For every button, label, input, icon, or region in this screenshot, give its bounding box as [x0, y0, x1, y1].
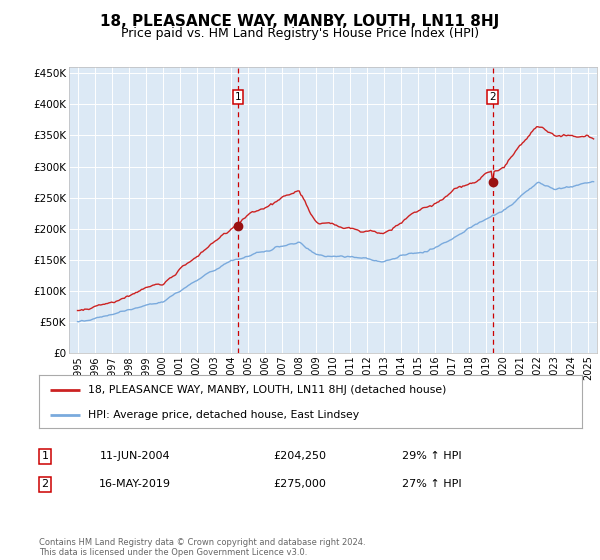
Text: 2: 2 [489, 92, 496, 102]
Text: 27% ↑ HPI: 27% ↑ HPI [402, 479, 462, 489]
Text: 16-MAY-2019: 16-MAY-2019 [99, 479, 171, 489]
Text: 18, PLEASANCE WAY, MANBY, LOUTH, LN11 8HJ: 18, PLEASANCE WAY, MANBY, LOUTH, LN11 8H… [100, 14, 500, 29]
Text: Price paid vs. HM Land Registry's House Price Index (HPI): Price paid vs. HM Land Registry's House … [121, 27, 479, 40]
Text: 11-JUN-2004: 11-JUN-2004 [100, 451, 170, 461]
Text: £275,000: £275,000 [274, 479, 326, 489]
Text: 2: 2 [41, 479, 49, 489]
Text: HPI: Average price, detached house, East Lindsey: HPI: Average price, detached house, East… [88, 410, 359, 420]
Text: 1: 1 [235, 92, 242, 102]
Text: £204,250: £204,250 [274, 451, 326, 461]
Text: 1: 1 [41, 451, 49, 461]
Text: 18, PLEASANCE WAY, MANBY, LOUTH, LN11 8HJ (detached house): 18, PLEASANCE WAY, MANBY, LOUTH, LN11 8H… [88, 385, 446, 395]
Text: 29% ↑ HPI: 29% ↑ HPI [402, 451, 462, 461]
Text: Contains HM Land Registry data © Crown copyright and database right 2024.
This d: Contains HM Land Registry data © Crown c… [39, 538, 365, 557]
